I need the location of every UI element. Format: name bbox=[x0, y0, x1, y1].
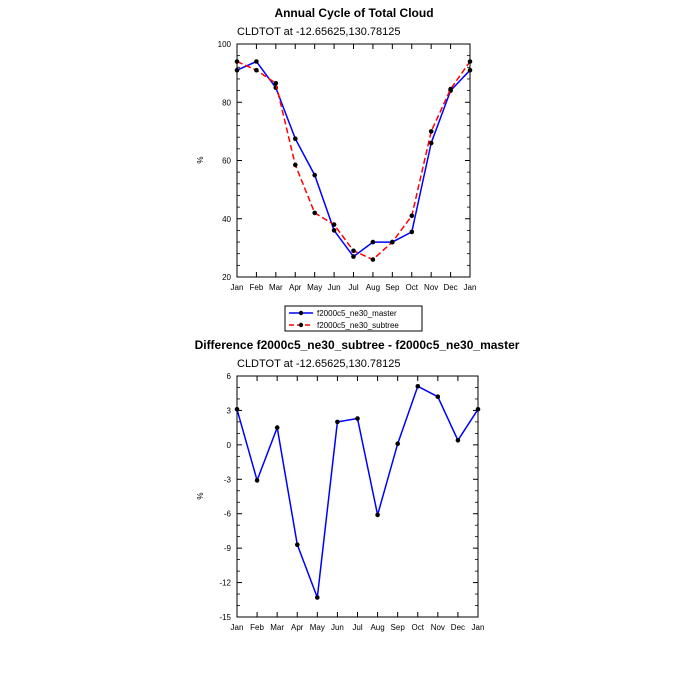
x-tick-label: May bbox=[307, 283, 322, 292]
x-tick-label: Sep bbox=[391, 623, 406, 632]
data-point bbox=[254, 67, 259, 73]
legend-box bbox=[284, 305, 423, 332]
data-point bbox=[234, 407, 240, 412]
data-point bbox=[390, 239, 395, 245]
data-point bbox=[467, 67, 473, 73]
x-tick-label: Jun bbox=[328, 283, 341, 292]
y-tick-label: -3 bbox=[224, 475, 232, 484]
data-point bbox=[475, 407, 481, 412]
chart-subtitle: CLDTOT at -12.65625,130.78125 bbox=[237, 358, 401, 370]
data-point bbox=[274, 425, 280, 430]
legend-label-master: f2000c5_ne30_master bbox=[317, 309, 397, 318]
x-tick-label: Nov bbox=[424, 283, 438, 292]
data-point bbox=[428, 129, 434, 134]
y-tick-label: 40 bbox=[222, 215, 231, 224]
data-point bbox=[428, 140, 434, 146]
y-tick-label: 3 bbox=[227, 406, 232, 415]
data-point bbox=[312, 172, 318, 178]
x-tick-label: Jan bbox=[231, 623, 244, 632]
data-point bbox=[273, 81, 279, 86]
data-point bbox=[409, 229, 415, 235]
y-tick-label: 80 bbox=[222, 98, 231, 107]
data-point bbox=[409, 213, 415, 219]
data-point bbox=[415, 384, 421, 389]
data-point bbox=[315, 595, 320, 600]
plot-frame bbox=[236, 43, 471, 278]
data-point bbox=[331, 222, 337, 227]
x-tick-label: Jan bbox=[464, 283, 477, 292]
data-point bbox=[395, 441, 401, 447]
data-point bbox=[293, 136, 298, 141]
x-tick-label: Aug bbox=[370, 623, 384, 632]
data-point bbox=[375, 512, 380, 518]
x-tick-label: May bbox=[310, 623, 325, 632]
x-tick-label: Apr bbox=[291, 623, 304, 632]
axes-ticks: Jan Feb Mar Apr May Jun Jul Aug Sep Oct Nov Dec Jan2… bbox=[218, 40, 477, 292]
x-tick-label: Feb bbox=[250, 283, 264, 292]
y-tick-label: -6 bbox=[224, 510, 232, 519]
x-tick-label: Oct bbox=[412, 623, 425, 632]
plot-frame bbox=[236, 375, 479, 618]
y-tick-label: -9 bbox=[224, 544, 232, 553]
x-tick-label: Jul bbox=[348, 283, 358, 292]
data-point bbox=[335, 419, 340, 425]
x-tick-label: Mar bbox=[270, 623, 284, 632]
axes-ticks: Jan Feb Mar Apr May Jun Jul Aug Sep Oct Nov Dec Jan-… bbox=[219, 372, 484, 632]
data-point bbox=[254, 59, 259, 64]
data-point bbox=[355, 416, 360, 421]
data-point bbox=[312, 210, 318, 216]
chart-difference: Difference f2000c5_ne30_subtree - f2000c… bbox=[195, 338, 520, 632]
x-tick-label: Dec bbox=[443, 283, 457, 292]
x-tick-label: Nov bbox=[431, 623, 445, 632]
legend-marker-subtree bbox=[298, 322, 304, 328]
y-tick-label: -15 bbox=[219, 613, 231, 622]
data-point bbox=[455, 438, 461, 443]
data-point bbox=[435, 394, 441, 400]
data-point bbox=[234, 67, 240, 73]
data-point bbox=[293, 162, 298, 168]
data-point bbox=[234, 59, 240, 64]
legend-label-subtree: f2000c5_ne30_subtree bbox=[317, 321, 399, 330]
y-tick-label: -12 bbox=[219, 579, 231, 588]
chart-subtitle: CLDTOT at -12.65625,130.78125 bbox=[237, 26, 401, 38]
data-point bbox=[351, 254, 356, 259]
series-line-1 bbox=[236, 60, 471, 261]
chart-annual-cycle: Annual Cycle of Total Cloud CLDTOT at -1… bbox=[196, 6, 477, 332]
series-lines bbox=[234, 59, 473, 262]
data-point bbox=[331, 228, 337, 233]
x-tick-label: Sep bbox=[385, 283, 400, 292]
data-point bbox=[467, 59, 473, 64]
y-axis-label: % bbox=[196, 492, 205, 499]
y-tick-label: 0 bbox=[227, 441, 232, 450]
series-line-0 bbox=[236, 60, 471, 258]
data-point bbox=[370, 257, 376, 262]
data-point bbox=[370, 239, 376, 245]
y-tick-label: 6 bbox=[227, 372, 232, 381]
x-tick-label: Feb bbox=[250, 623, 264, 632]
x-tick-label: Jul bbox=[352, 623, 362, 632]
x-tick-label: Oct bbox=[406, 283, 419, 292]
chart-title: Difference f2000c5_ne30_subtree - f2000c… bbox=[195, 338, 520, 352]
series-lines bbox=[234, 384, 481, 600]
data-point bbox=[351, 248, 356, 254]
x-tick-label: Jun bbox=[331, 623, 344, 632]
legend: f2000c5_ne30_master f2000c5_ne30_subtree bbox=[284, 305, 423, 332]
data-point bbox=[448, 86, 453, 92]
x-tick-label: Mar bbox=[269, 283, 283, 292]
chart-title: Annual Cycle of Total Cloud bbox=[274, 6, 433, 20]
y-tick-label: 60 bbox=[222, 157, 231, 166]
x-tick-label: Jan bbox=[231, 283, 244, 292]
x-tick-label: Jan bbox=[472, 623, 485, 632]
data-point bbox=[254, 478, 260, 483]
y-axis-label: % bbox=[196, 156, 205, 163]
x-tick-label: Apr bbox=[289, 283, 302, 292]
x-tick-label: Aug bbox=[366, 283, 380, 292]
x-tick-label: Dec bbox=[451, 623, 465, 632]
data-point bbox=[295, 542, 300, 547]
legend-marker-master bbox=[298, 310, 304, 316]
y-tick-label: 100 bbox=[218, 40, 232, 49]
y-tick-label: 20 bbox=[222, 273, 231, 282]
